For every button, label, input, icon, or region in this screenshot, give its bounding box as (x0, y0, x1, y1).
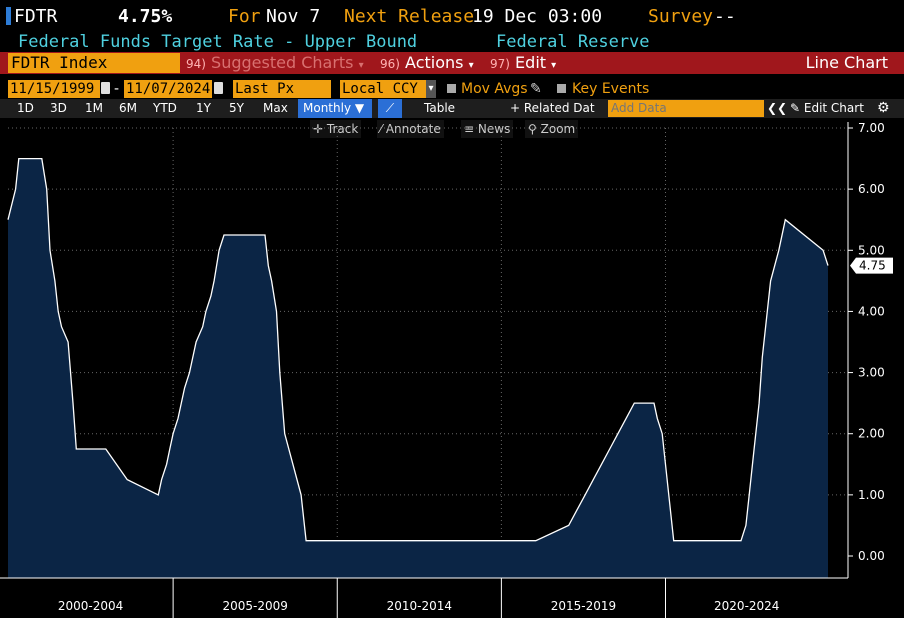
period-1m[interactable]: 1M (85, 101, 103, 115)
key-events-label: Key Events (572, 81, 650, 97)
dropdown-arrow-icon: ▾ (358, 60, 364, 71)
last-value-marker: 4.75 (850, 257, 893, 274)
range-row: 11/15/1999 - 11/07/2024 Last Px Local CC… (0, 79, 904, 99)
zoom-label: Zoom (540, 122, 576, 136)
zoom-tool[interactable]: ⚲ Zoom (525, 120, 579, 138)
news-tool[interactable]: ≡ News (461, 120, 514, 138)
actions-label: Actions (405, 53, 464, 72)
edit-chart-button[interactable]: ✎ Edit Chart (790, 101, 864, 115)
key-events-checkbox[interactable] (557, 84, 566, 93)
news-label: News (477, 122, 511, 136)
for-label: For (228, 6, 261, 27)
x-period-label: 2010-2014 (387, 599, 452, 613)
y-tick-label: 5.00 (858, 243, 885, 257)
period-5y[interactable]: 5Y (229, 101, 244, 115)
security-header: FDTR 4.75% For Nov 7 Next Release 19 Dec… (0, 0, 904, 32)
security-field[interactable]: FDTR Index (8, 53, 180, 73)
rate-area (8, 158, 828, 578)
line-chart-icon[interactable]: ⟋ (378, 99, 402, 118)
news-icon: ≡ (464, 122, 475, 136)
suggested-charts-menu[interactable]: 94) Suggested Charts ▾ (186, 52, 364, 74)
for-date: Nov 7 (266, 6, 321, 27)
period-1d[interactable]: 1D (17, 101, 34, 115)
mov-avgs-label: Mov Avgs (461, 81, 528, 97)
add-data-input[interactable] (608, 100, 764, 117)
series-source: Federal Reserve (496, 32, 650, 52)
x-period-label: 2020-2024 (714, 599, 779, 613)
period-1y[interactable]: 1Y (196, 101, 211, 115)
rate-line (7, 157, 829, 542)
last-value: 4.75% (118, 6, 173, 27)
collapse-icon[interactable]: ❮❮ (767, 101, 788, 115)
annotate-label: Annotate (385, 122, 441, 136)
magnifier-icon: ⚲ (528, 122, 537, 136)
start-date-input[interactable]: 11/15/1999 (8, 80, 100, 98)
chart-tools: ✛ Track ⁄ Annotate ≡ News ⚲ Zoom (0, 120, 904, 138)
y-tick-label: 3.00 (858, 366, 885, 380)
field-select[interactable]: Last Px (233, 80, 331, 98)
x-axis: 2000-2004 2005-2009 2010-2014 2015-2019 2020… (0, 577, 848, 618)
y-tick-label: 6.00 (858, 182, 885, 196)
suggested-number: 94) (186, 57, 206, 71)
track-label: Track (326, 122, 359, 136)
chevron-down-icon[interactable]: ▾ (426, 80, 436, 98)
y-axis: 7.00 6.00 5.00 4.00 3.00 2.00 1.00 0.00 (847, 121, 885, 578)
period-3d[interactable]: 3D (50, 101, 67, 115)
last-value-text: 4.75 (859, 259, 886, 273)
x-period-label: 2005-2009 (222, 599, 287, 613)
rate-chart[interactable]: 7.00 6.00 5.00 4.00 3.00 2.00 1.00 0.00 2000-20… (0, 118, 904, 618)
y-tick-label: 4.00 (858, 304, 885, 318)
related-data-button[interactable]: + Related Dat (510, 101, 595, 115)
table-button[interactable]: Table (424, 101, 456, 115)
last-value-tag (850, 257, 893, 274)
actions-menu[interactable]: 96) Actions ▾ (380, 52, 474, 74)
date-separator: - (114, 81, 120, 97)
mov-avgs-checkbox[interactable] (447, 84, 456, 93)
edit-menu[interactable]: 97) Edit ▾ (490, 52, 556, 74)
period-ytd[interactable]: YTD (153, 101, 177, 115)
frequency-label: Monthly (303, 101, 352, 115)
y-tick-label: 1.00 (858, 488, 885, 502)
command-toolbar: FDTR Index 94) Suggested Charts ▾ 96) Ac… (0, 52, 904, 74)
dropdown-arrow-icon: ▾ (468, 60, 474, 71)
series-description: Federal Funds Target Rate - Upper Bound (18, 32, 418, 52)
chart-type-title[interactable]: Line Chart (805, 53, 888, 72)
frequency-select[interactable]: Monthly ▼ (298, 99, 372, 118)
period-bar: 1D 3D 1M 6M YTD 1Y 5Y Max Monthly ▼ ⟋ Ta… (0, 99, 904, 118)
dropdown-arrow-icon: ▾ (551, 60, 557, 71)
pencil-icon[interactable]: ✎ (530, 81, 542, 97)
annotate-icon: ⁄ (380, 122, 383, 136)
currency-select[interactable]: Local CCY (340, 80, 426, 98)
x-period-label: 2015-2019 (551, 599, 616, 613)
next-release-date: 19 Dec 03:00 (472, 6, 603, 27)
calendar-icon[interactable] (101, 82, 110, 94)
edit-chart-label: Edit Chart (803, 101, 864, 115)
track-tool[interactable]: ✛ Track (310, 120, 362, 138)
x-period-label: 2000-2004 (58, 599, 123, 613)
description-row: Federal Funds Target Rate - Upper Bound … (0, 32, 904, 52)
crosshair-icon: ✛ (313, 122, 324, 136)
annotate-tool[interactable]: ⁄ Annotate (377, 120, 444, 138)
period-max[interactable]: Max (263, 101, 288, 115)
edit-label: Edit (515, 53, 547, 72)
calendar-icon[interactable] (214, 82, 223, 94)
color-marker (6, 7, 11, 25)
actions-number: 96) (380, 57, 400, 71)
edit-number: 97) (490, 57, 510, 71)
y-tick-label: 2.00 (858, 427, 885, 441)
period-6m[interactable]: 6M (119, 101, 137, 115)
y-tick-label: 7.00 (858, 121, 885, 135)
survey-label: Survey (648, 6, 714, 27)
suggested-label: Suggested Charts (211, 53, 354, 72)
gear-icon[interactable]: ⚙ (877, 100, 890, 116)
end-date-input[interactable]: 11/07/2024 (124, 80, 212, 98)
y-tick-label: 0.00 (858, 549, 885, 563)
ticker: FDTR (14, 6, 58, 27)
survey-value: -- (714, 6, 736, 27)
triangle-down-icon: ▼ (354, 101, 365, 115)
next-release-label: Next Release (344, 6, 475, 27)
